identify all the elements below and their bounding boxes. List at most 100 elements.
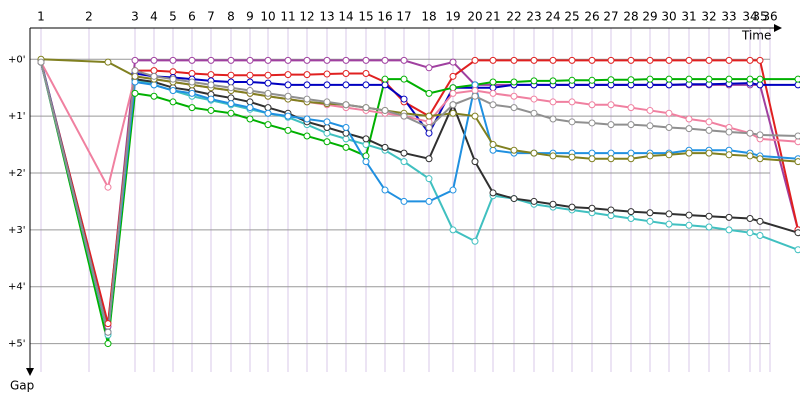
x-tick-label: 30 xyxy=(661,10,676,24)
lap-point xyxy=(303,95,311,103)
lap-point xyxy=(756,81,764,89)
lap-point xyxy=(323,56,331,64)
x-axis-label: Time xyxy=(741,29,771,43)
lap-point xyxy=(794,81,800,89)
lap-point xyxy=(530,109,538,117)
lap-point xyxy=(425,175,433,183)
lap-point xyxy=(646,217,654,225)
lap-point xyxy=(449,84,457,92)
lap-point xyxy=(756,56,764,64)
lap-point xyxy=(549,77,557,85)
lap-point xyxy=(323,98,331,106)
lap-point xyxy=(646,122,654,130)
lap-point xyxy=(646,152,654,160)
lap-point xyxy=(227,109,235,117)
lap-point xyxy=(646,56,654,64)
lap-point xyxy=(665,220,673,228)
lap-point xyxy=(400,112,408,120)
lap-point xyxy=(150,81,158,89)
lap-point xyxy=(227,71,235,79)
lap-point xyxy=(246,71,254,79)
x-tick-label: 32 xyxy=(701,10,716,24)
lap-point xyxy=(705,75,713,83)
lap-point xyxy=(568,118,576,126)
lap-point xyxy=(131,78,139,86)
lap-point xyxy=(568,56,576,64)
lap-point xyxy=(685,125,693,133)
x-tick-label: 15 xyxy=(358,10,373,24)
lap-point xyxy=(381,106,389,114)
lap-point xyxy=(342,129,350,137)
lap-point xyxy=(342,101,350,109)
lap-point xyxy=(530,197,538,205)
lap-point xyxy=(246,98,254,106)
lap-point xyxy=(489,189,497,197)
lap-point xyxy=(246,78,254,86)
lap-point xyxy=(627,149,635,157)
series-line xyxy=(40,61,799,333)
x-tick-label: 28 xyxy=(623,10,638,24)
lap-point xyxy=(588,155,596,163)
lap-point xyxy=(400,95,408,103)
lap-point xyxy=(284,56,292,64)
lap-point xyxy=(188,56,196,64)
x-tick-label: 26 xyxy=(584,10,599,24)
x-tick-label: 5 xyxy=(169,10,177,24)
lap-point xyxy=(549,56,557,64)
lap-point xyxy=(425,89,433,97)
lap-point xyxy=(588,56,596,64)
y-tick-label: +2' xyxy=(8,168,26,179)
lap-point xyxy=(665,109,673,117)
lap-point xyxy=(425,112,433,120)
lap-point xyxy=(362,104,370,112)
lap-point xyxy=(725,151,733,159)
series-line xyxy=(40,59,799,324)
lap-point xyxy=(549,200,557,208)
x-tick-label: 18 xyxy=(421,10,436,24)
lap-point xyxy=(607,121,615,129)
lap-point xyxy=(756,75,764,83)
lap-point xyxy=(549,115,557,123)
lap-point xyxy=(303,71,311,79)
lap-point xyxy=(725,56,733,64)
x-tick-label: 10 xyxy=(260,10,275,24)
lap-point xyxy=(169,87,177,95)
lap-point xyxy=(362,158,370,166)
lap-point xyxy=(425,129,433,137)
lap-point xyxy=(449,109,457,117)
lap-point xyxy=(746,214,754,222)
y-axis-label: Gap xyxy=(10,379,34,393)
lap-point xyxy=(705,126,713,134)
lap-point xyxy=(246,104,254,112)
lap-point xyxy=(342,135,350,143)
lap-point xyxy=(104,183,112,191)
lap-point xyxy=(746,152,754,160)
lap-point xyxy=(489,78,497,86)
x-tick-label: 29 xyxy=(642,10,657,24)
lap-point xyxy=(104,58,112,66)
lap-point xyxy=(400,149,408,157)
lap-point xyxy=(725,75,733,83)
lap-point xyxy=(323,124,331,132)
lap-point xyxy=(284,81,292,89)
lap-point xyxy=(588,119,596,127)
lap-point xyxy=(425,118,433,126)
lap-point xyxy=(607,212,615,220)
lap-point xyxy=(284,112,292,120)
x-tick-label: 35 xyxy=(752,10,767,24)
series-line xyxy=(40,61,798,344)
lap-point xyxy=(342,56,350,64)
lap-point xyxy=(381,81,389,89)
lap-point xyxy=(188,78,196,86)
lap-point xyxy=(471,237,479,245)
lap-point xyxy=(207,71,215,79)
lap-point xyxy=(607,206,615,214)
lap-point xyxy=(665,56,673,64)
x-tick-label: 11 xyxy=(280,10,295,24)
lap-point xyxy=(246,56,254,64)
lap-point xyxy=(627,155,635,163)
lap-point xyxy=(264,71,272,79)
lap-point xyxy=(705,212,713,220)
lap-point xyxy=(425,124,433,132)
y-tick-label: +3' xyxy=(8,225,26,236)
